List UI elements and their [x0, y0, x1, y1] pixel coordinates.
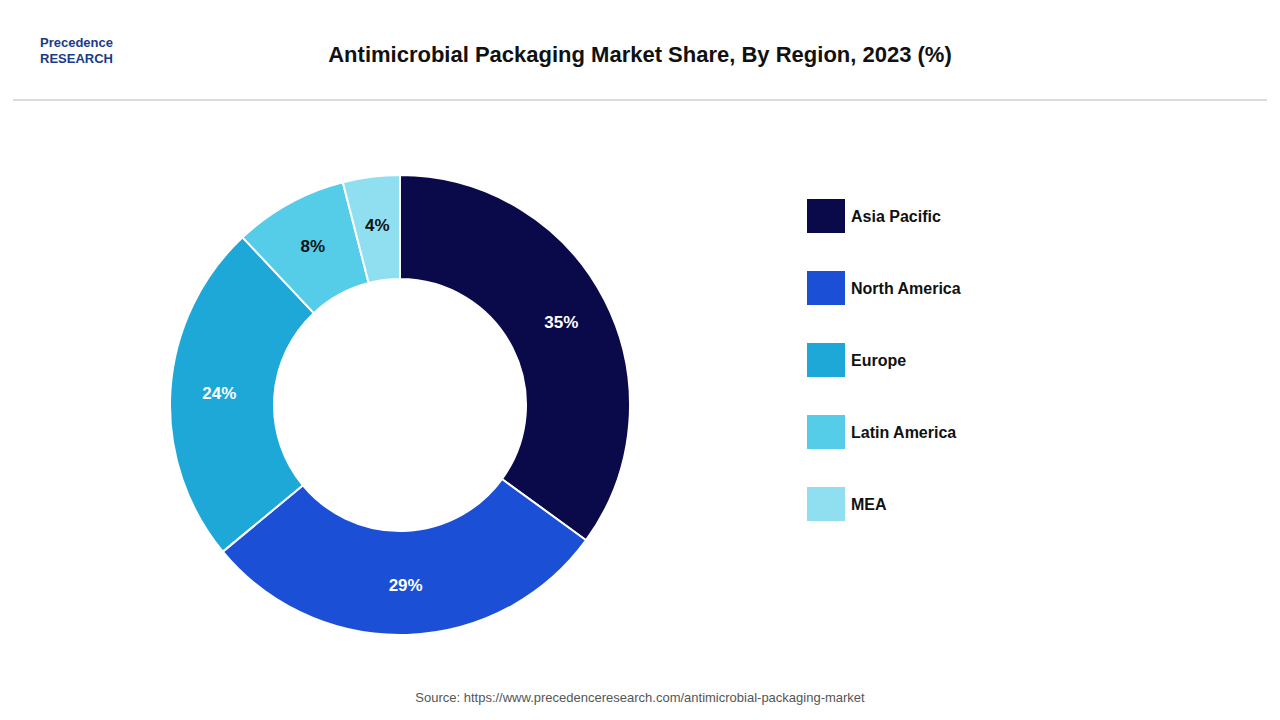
svg-text:MEA: MEA — [851, 496, 887, 513]
svg-text:Latin America: Latin America — [851, 424, 956, 441]
svg-text:Antimicrobial Packaging Market: Antimicrobial Packaging Market Share, By… — [328, 42, 952, 67]
svg-text:Precedence: Precedence — [40, 35, 113, 50]
svg-text:4%: 4% — [365, 216, 390, 235]
svg-text:North America: North America — [851, 280, 961, 297]
svg-text:35%: 35% — [544, 313, 578, 332]
svg-text:29%: 29% — [389, 576, 423, 595]
svg-text:Asia Pacific: Asia Pacific — [851, 208, 941, 225]
svg-text:8%: 8% — [301, 237, 326, 256]
svg-text:Source: https://www.precedence: Source: https://www.precedenceresearch.c… — [415, 690, 865, 705]
svg-text:RESEARCH: RESEARCH — [40, 51, 113, 66]
svg-text:24%: 24% — [202, 384, 236, 403]
svg-text:Europe: Europe — [851, 352, 906, 369]
